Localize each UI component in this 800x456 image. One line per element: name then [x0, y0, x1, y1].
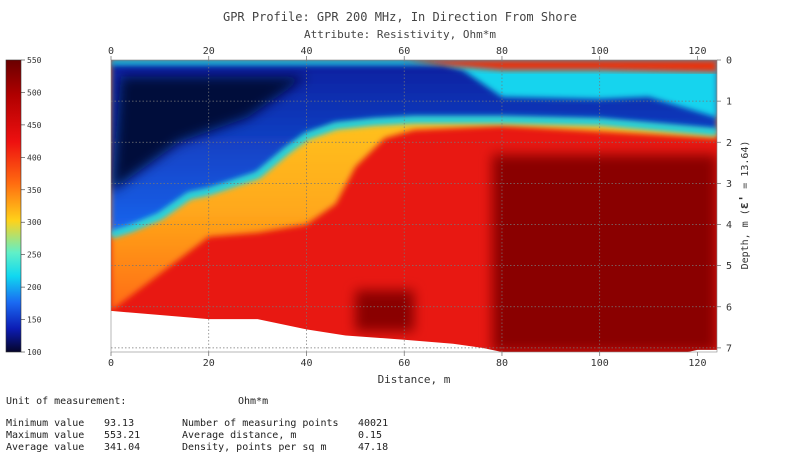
- colorbar-tick-label: 250: [27, 251, 42, 260]
- heatmap-area: [111, 60, 717, 352]
- x-tick-bottom-label: 100: [591, 358, 609, 369]
- y-axis-label: Depth, m (ε' = 13.64): [737, 141, 751, 270]
- points-label: Number of measuring points: [182, 418, 339, 429]
- y-axis-label-prefix: Depth, m (: [740, 209, 751, 269]
- colorbar-tick-label: 300: [27, 218, 42, 227]
- min-value: 93.13: [104, 418, 135, 429]
- y-tick-label: 7: [726, 343, 732, 354]
- y-tick-label: 6: [726, 302, 732, 313]
- max-label: Maximum value: [6, 430, 85, 441]
- density-label: Density, points per sq m: [182, 442, 327, 453]
- avg-label: Average value: [6, 442, 85, 453]
- x-tick-top-label: 20: [203, 46, 215, 57]
- x-tick-top-label: 0: [108, 46, 114, 57]
- distance-value: 0.15: [358, 430, 383, 441]
- y-tick-label: 4: [726, 220, 732, 231]
- x-tick-top-label: 100: [591, 46, 609, 57]
- layer-dark-red: [355, 154, 717, 352]
- colorbar: [5, 59, 22, 353]
- x-tick-bottom-label: 60: [398, 358, 410, 369]
- x-tick-bottom-label: 0: [108, 358, 114, 369]
- chart-title: GPR Profile: GPR 200 MHz, In Direction F…: [222, 10, 577, 24]
- avg-value: 341.04: [104, 442, 141, 453]
- y-axis-label-epsilon: ε': [737, 195, 751, 209]
- unit-label: Unit of measurement:: [6, 396, 127, 407]
- colorbar-tick-label: 350: [27, 186, 42, 195]
- layer-top-red: [404, 60, 717, 73]
- colorbar-ticks: 550 500 450 400 350 300 250 200 150 100: [21, 56, 42, 357]
- x-tick-bottom-label: 120: [688, 358, 706, 369]
- y-tick-label: 3: [726, 179, 732, 190]
- y-axis-label-suffix: = 13.64): [740, 141, 751, 195]
- x-tick-top-label: 60: [398, 46, 410, 57]
- colorbar-tick-label: 450: [27, 121, 42, 130]
- points-value: 40021: [358, 418, 389, 429]
- distance-label: Average distance, m: [182, 430, 297, 441]
- colorbar-tick-label: 550: [27, 56, 42, 65]
- y-tick-label: 0: [726, 56, 732, 67]
- layer-cyan-edge: [111, 116, 717, 239]
- layer-deep-blue: [111, 76, 307, 192]
- no-data-region: [111, 310, 717, 352]
- y-tick-label: 1: [726, 97, 732, 108]
- x-tick-bottom-label: 20: [203, 358, 215, 369]
- density-value: 47.18: [358, 442, 389, 453]
- unit-value: Ohm*m: [238, 396, 269, 407]
- x-axis-label: Distance, m: [378, 373, 451, 386]
- colorbar-tick-label: 400: [27, 153, 42, 162]
- max-value: 553.21: [104, 430, 141, 441]
- chart-subtitle: Attribute: Resistivity, Ohm*m: [303, 28, 497, 41]
- colorbar-tick-label: 500: [27, 88, 42, 97]
- gridlines: [111, 60, 717, 352]
- x-tick-top-label: 80: [496, 46, 508, 57]
- colorbar-tick-label: 100: [27, 348, 42, 357]
- x-tick-top-label: 120: [688, 46, 706, 57]
- x-tick-bottom-label: 80: [496, 358, 508, 369]
- y-tick-label: 5: [726, 261, 732, 272]
- x-tick-top-label: 40: [300, 46, 312, 57]
- y-tick-label: 2: [726, 138, 732, 149]
- colorbar-tick-label: 200: [27, 283, 42, 292]
- layer-surface-cyan: [111, 60, 717, 118]
- x-ticks-bottom: 0 20 40 60 80 100 120: [108, 352, 706, 369]
- colorbar-tick-label: 150: [27, 316, 42, 325]
- y-ticks: 0 1 2 3 4 5 6 7: [717, 56, 732, 354]
- plot-frame: [110, 59, 718, 353]
- min-label: Minimum value: [6, 418, 85, 429]
- x-tick-bottom-label: 40: [300, 358, 312, 369]
- x-ticks-top: 0 20 40 60 80 100 120: [108, 46, 706, 60]
